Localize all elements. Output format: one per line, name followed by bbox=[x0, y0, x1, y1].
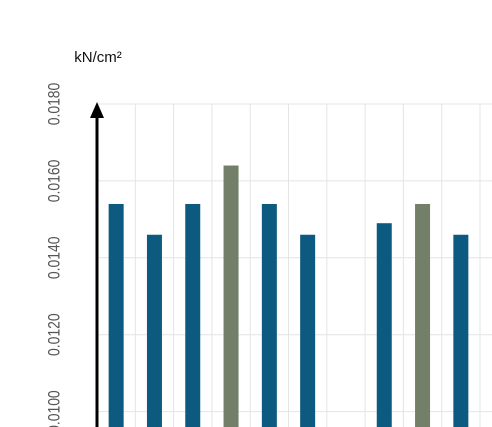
y-tick-label: 0.0120 bbox=[45, 313, 64, 356]
bar bbox=[261, 203, 277, 427]
bar bbox=[185, 203, 201, 427]
y-tick-label: 0.0100 bbox=[45, 390, 64, 427]
y-tick-label: 0.0140 bbox=[45, 236, 64, 279]
bar bbox=[108, 203, 124, 427]
y-axis-arrow bbox=[90, 102, 104, 118]
bar bbox=[453, 234, 469, 427]
bar bbox=[300, 234, 316, 427]
bar bbox=[376, 223, 392, 427]
y-unit: kN/cm² bbox=[74, 49, 122, 66]
bar bbox=[146, 234, 162, 427]
y-tick-label: 0.0160 bbox=[45, 159, 64, 202]
y-tick-label: 0.0180 bbox=[45, 82, 64, 125]
bar bbox=[415, 203, 431, 427]
bar bbox=[223, 165, 239, 427]
